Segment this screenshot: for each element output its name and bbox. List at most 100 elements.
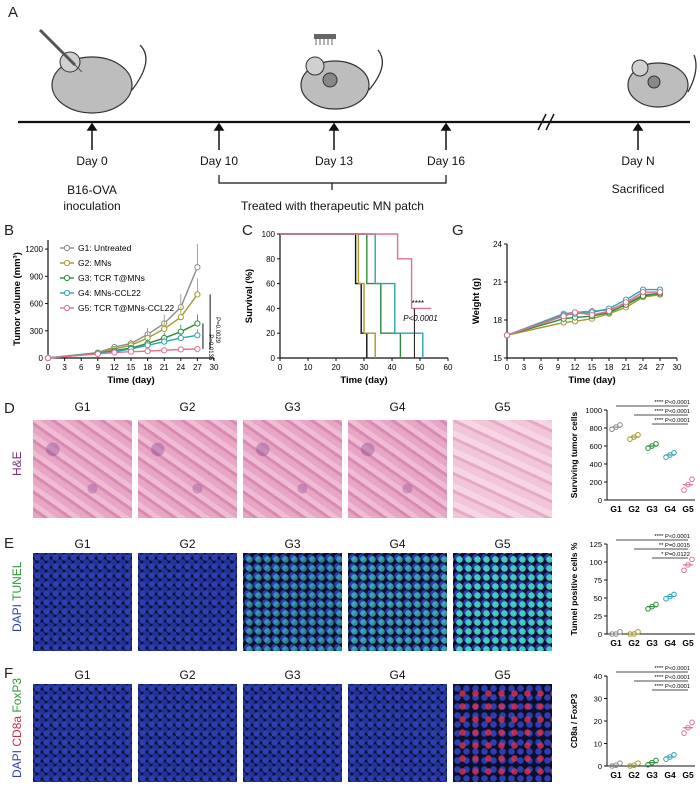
y-tick-label: 0	[598, 630, 602, 639]
x-tick-label: G1	[610, 638, 622, 648]
y-tick-label: 50	[594, 594, 602, 603]
y-tick-label: 125	[589, 540, 602, 549]
x-tick-label: G3	[646, 638, 658, 648]
data-point	[194, 345, 201, 353]
y-tick-label: 0	[598, 762, 602, 771]
panel-label-d: D	[4, 400, 15, 417]
x-tick-label: 60	[444, 363, 453, 372]
column-title-g5: G5	[494, 537, 511, 551]
x-tick-label: 24	[639, 363, 648, 372]
data-point	[656, 289, 664, 296]
y-tick-label: 100	[262, 230, 276, 239]
x-tick-label: 20	[332, 363, 341, 372]
x-axis-label: Time (day)	[107, 375, 154, 386]
x-tick-label: 9	[556, 363, 561, 372]
x-tick-label: 6	[539, 363, 544, 372]
day-10-label: Day 10	[199, 154, 239, 168]
x-tick-label: 30	[210, 363, 219, 372]
sacrificed-label: Sacrificed	[611, 182, 665, 196]
y-tick-label: 400	[589, 460, 602, 469]
micrograph-g4	[348, 553, 447, 651]
panel-label-c: C	[242, 222, 253, 239]
column-title-g2: G2	[179, 537, 196, 551]
treatment-label: Treated with therapeutic MN patch	[241, 199, 424, 213]
x-tick-label: 27	[193, 363, 202, 372]
dapi-label-f: DAPI	[10, 749, 24, 778]
micrograph-g4	[348, 420, 447, 518]
data-point	[111, 349, 118, 356]
data-point	[127, 348, 135, 355]
mouse-patch-illustration	[300, 34, 384, 110]
micrograph-g1	[33, 553, 132, 651]
data-point	[194, 320, 201, 327]
column-title-g3: G3	[284, 537, 301, 551]
x-axis-label: Time (day)	[568, 375, 615, 386]
p-value-annotation: * P=0.0122	[661, 552, 690, 558]
data-point	[161, 325, 168, 333]
data-point	[177, 334, 184, 342]
x-tick-label: G4	[664, 504, 676, 514]
data-point	[560, 313, 567, 320]
data-point	[44, 354, 52, 362]
x-tick-label: G1	[610, 770, 622, 780]
tunel-stain-label: DAPI TUNEL	[10, 562, 24, 632]
legend-entry-4: G4: MNs-CCL22	[78, 288, 141, 298]
data-point	[681, 730, 687, 736]
y-tick-label: 200	[589, 478, 602, 487]
y-tick-label: 1200	[25, 245, 43, 254]
p-value-annotation: **** P<0.0001	[654, 675, 690, 681]
panel-label-a: A	[8, 4, 19, 21]
column-title-g2: G2	[179, 668, 196, 682]
dapi-label: DAPI	[10, 603, 24, 632]
x-tick-label: 0	[278, 363, 283, 372]
y-tick-label: 24	[493, 240, 502, 249]
x-tick-label: G3	[646, 770, 658, 780]
y-axis-label: Weight (g)	[471, 278, 482, 324]
legend-marker	[63, 274, 71, 282]
x-tick-label: 9	[96, 363, 101, 372]
x-tick-label: G5	[682, 504, 694, 514]
x-tick-label: 12	[571, 363, 580, 372]
data-point	[161, 338, 168, 345]
inoculation-label: B16-OVA inoculation	[63, 183, 121, 213]
y-tick-label: 15	[493, 354, 502, 363]
legend-marker	[63, 289, 71, 297]
y-tick-label: 30	[594, 695, 602, 704]
x-tick-label: 18	[143, 363, 152, 372]
p-value-annotation: **** P<0.0001	[654, 418, 690, 424]
y-tick-label: 40	[266, 304, 275, 313]
x-tick-label: 15	[127, 363, 136, 372]
data-point	[194, 332, 201, 339]
micrograph-g5	[453, 553, 552, 651]
p-value-annotation: **** P<0.0001	[654, 400, 690, 406]
weight-chart: 0 3 6 9 12 15 18 21 24 27 30 15 18 21 24 Time (day) Weig…	[471, 240, 682, 386]
y-tick-label: 20	[266, 329, 275, 338]
y-tick-label: 20	[594, 717, 602, 726]
data-point	[689, 556, 695, 563]
data-point	[639, 289, 647, 296]
p-value-annotation: P=0.0135	[207, 334, 213, 361]
data-point	[194, 264, 201, 271]
panel-label-f: F	[4, 665, 14, 682]
p-value-annotation: **** P<0.0001	[654, 534, 690, 540]
p-value-annotation: **** P<0.0001	[654, 684, 690, 690]
y-tick-label: 21	[493, 278, 502, 287]
column-title-g1: G1	[74, 400, 91, 414]
x-tick-label: 24	[176, 363, 185, 372]
he-stain-label: H&E	[10, 451, 24, 476]
micrograph-g2	[138, 420, 237, 518]
micrograph-g1	[33, 420, 132, 518]
x-tick-label: G3	[646, 504, 658, 514]
x-tick-label: 40	[388, 363, 397, 372]
x-tick-label: 3	[522, 363, 527, 372]
data-point	[689, 476, 695, 483]
x-tick-label: G2	[628, 504, 640, 514]
x-tick-label: G4	[664, 638, 676, 648]
data-point	[627, 763, 633, 769]
x-tick-label: G1	[610, 504, 622, 514]
legend-entry-3: G3: TCR T@MNs	[78, 273, 145, 283]
x-tick-label: 10	[304, 363, 313, 372]
legend-marker	[63, 244, 71, 252]
x-tick-label: 21	[160, 363, 169, 372]
y-tick-label: 1000	[585, 406, 602, 415]
